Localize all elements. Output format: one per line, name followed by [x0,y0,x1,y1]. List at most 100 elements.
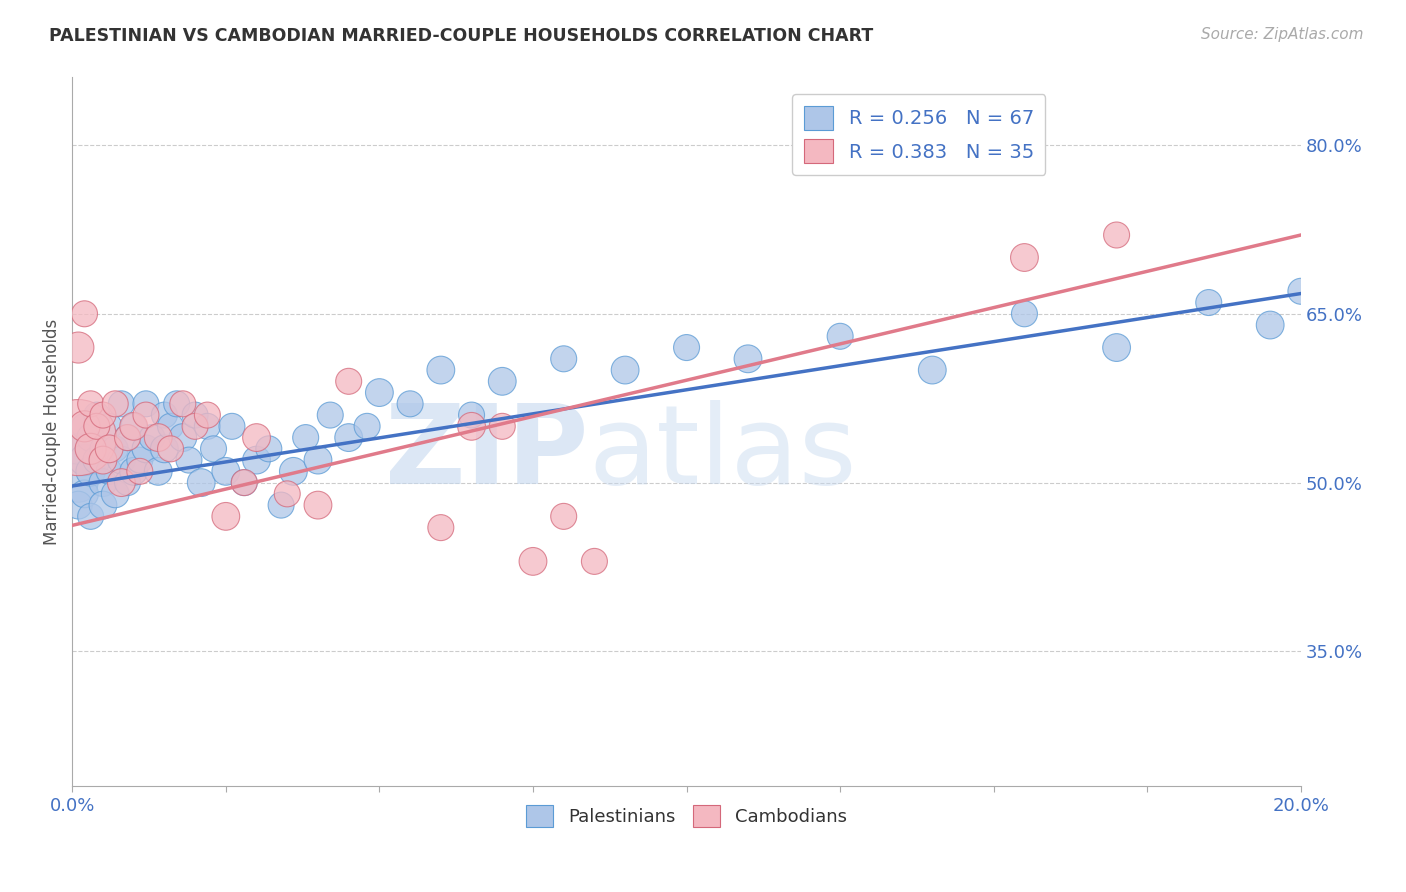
Point [67,442,90,456]
Point [104,397,127,411]
Point [233,475,256,490]
Point [172,431,194,445]
Point [135,442,157,456]
Point [921,363,943,377]
Point [202,442,225,456]
Point [91,442,114,456]
Point [184,419,207,434]
Point [104,487,127,501]
Point [522,554,544,568]
Point [184,408,207,422]
Point [79,397,101,411]
Point [148,431,170,445]
Point [356,419,378,434]
Point [233,475,256,490]
Legend: Palestinians, Cambodians: Palestinians, Cambodians [519,797,853,834]
Point [67,431,90,445]
Point [67,498,90,512]
Point [148,464,170,478]
Point [153,408,176,422]
Point [86,453,108,467]
Point [153,442,176,456]
Point [430,363,453,377]
Point [73,453,96,467]
Point [135,397,157,411]
Point [67,475,90,490]
Point [67,341,90,355]
Point [1014,307,1036,321]
Point [195,408,218,422]
Text: atlas: atlas [588,400,856,507]
Point [98,419,121,434]
Point [128,453,150,467]
Point [73,307,96,321]
Point [159,419,181,434]
Point [294,431,316,445]
Point [1014,251,1036,265]
Point [104,442,127,456]
Point [553,351,575,366]
Point [128,464,150,478]
Point [110,453,132,467]
Point [91,498,114,512]
Point [337,374,360,388]
Point [583,554,606,568]
Point [245,431,267,445]
Point [195,419,218,434]
Point [215,509,238,524]
Point [1198,295,1220,310]
Point [110,397,132,411]
Point [830,329,852,343]
Point [737,351,759,366]
Point [1289,285,1312,299]
Point [166,397,188,411]
Point [491,374,513,388]
Point [91,453,114,467]
Point [190,475,212,490]
Point [460,408,482,422]
Point [79,431,101,445]
Point [337,431,360,445]
Point [73,419,96,434]
Point [276,487,298,501]
Text: ZIP: ZIP [385,400,588,507]
Point [257,442,280,456]
Point [79,442,101,456]
Point [73,419,96,434]
Point [73,487,96,501]
Point [399,397,422,411]
Point [91,408,114,422]
Point [307,453,329,467]
Point [614,363,637,377]
Point [1105,227,1128,242]
Point [110,475,132,490]
Text: Source: ZipAtlas.com: Source: ZipAtlas.com [1201,27,1364,42]
Y-axis label: Married-couple Households: Married-couple Households [44,318,60,545]
Point [460,419,482,434]
Point [430,521,453,535]
Point [86,419,108,434]
Point [221,419,243,434]
Point [98,442,121,456]
Point [307,498,329,512]
Point [1105,341,1128,355]
Point [91,475,114,490]
Point [177,453,200,467]
Point [79,509,101,524]
Point [553,509,575,524]
Point [122,419,145,434]
Point [122,419,145,434]
Point [368,385,391,400]
Point [79,464,101,478]
Point [675,341,697,355]
Point [283,464,305,478]
Point [1258,318,1281,332]
Point [491,419,513,434]
Point [159,442,181,456]
Point [215,464,238,478]
Point [141,431,163,445]
Point [319,408,342,422]
Point [122,464,145,478]
Point [117,431,139,445]
Point [135,408,157,422]
